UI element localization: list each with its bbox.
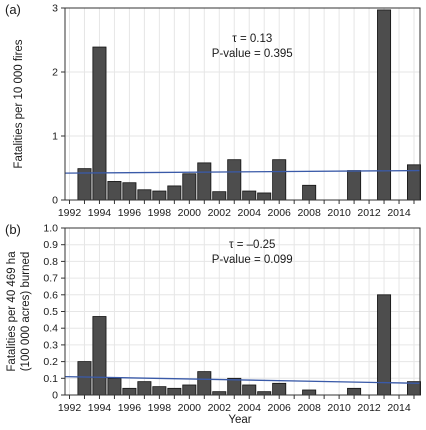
x-tick-label: 1992: [58, 207, 82, 219]
y-axis-label: Fatalities per 40 469 ha: [6, 251, 18, 372]
tau-annotation: τ = –0.25: [229, 239, 275, 251]
x-tick-label: 2002: [208, 402, 232, 414]
bar: [92, 316, 107, 396]
x-tick-label: 1992: [58, 402, 82, 414]
bar: [197, 371, 212, 396]
bar: [272, 382, 287, 396]
x-tick-label: 2000: [178, 207, 202, 219]
bar: [257, 391, 272, 396]
bar: [347, 170, 362, 201]
bar: [77, 361, 92, 396]
panel-label: (b): [5, 222, 21, 237]
x-tick-label: 2012: [357, 402, 381, 414]
x-tick-label: 2004: [238, 207, 262, 219]
y-tick-label: 0.6: [43, 289, 58, 301]
x-tick-label: 2008: [297, 207, 321, 219]
plot-frame: [64, 7, 421, 201]
y-tick-label: 0: [52, 390, 58, 402]
bar: [152, 190, 167, 201]
bar: [137, 381, 152, 396]
x-tick-label: 1998: [148, 402, 172, 414]
x-tick-label: 2008: [297, 402, 321, 414]
x-tick-label: 2004: [238, 402, 262, 414]
y-tick-label: 0.7: [43, 273, 58, 285]
x-tick-label: 1994: [88, 402, 112, 414]
x-tick-label: 2012: [357, 207, 381, 219]
x-tick-label: 2014: [387, 402, 411, 414]
bar: [377, 294, 392, 396]
x-tick-label: 2000: [178, 402, 202, 414]
y-axis-label: (100 000 acres) burned: [20, 252, 32, 372]
bar: [152, 386, 167, 396]
y-tick-label: 0.2: [43, 356, 58, 368]
bar: [92, 46, 107, 201]
bar: [212, 391, 227, 396]
panel-b: 0 0.1 0.2 0.3 0.4 0.5 0.6 0.7 0.8 0.9 1.0 1992 1994 1…: [5, 222, 421, 414]
bar: [182, 384, 197, 396]
p-value-annotation: P-value = 0.099: [212, 254, 293, 266]
y-tick-label: 0: [52, 195, 58, 207]
x-tick-label: 1998: [148, 207, 172, 219]
y-tick-label: 3: [52, 3, 58, 15]
bar: [122, 387, 137, 396]
x-tick-label: 2002: [208, 207, 232, 219]
bar: [347, 387, 362, 396]
bar: [212, 191, 227, 201]
bar: [107, 377, 122, 396]
y-tick-label: 0.4: [43, 323, 58, 335]
bar: [272, 159, 287, 201]
bar: [182, 173, 197, 201]
x-tick-label: 2014: [387, 207, 411, 219]
panel-label: (a): [5, 2, 21, 17]
y-tick-label: 0.3: [43, 339, 58, 351]
y-tick-label: 0.8: [43, 256, 58, 268]
x-tick-label: 1994: [88, 207, 112, 219]
tau-annotation: τ = 0.13: [232, 33, 272, 45]
y-axis-label: Fatalities per 10 000 fires: [13, 39, 25, 168]
bar: [227, 159, 242, 201]
y-tick-label: 0.1: [43, 373, 58, 385]
bar: [197, 162, 212, 201]
trend-line: [64, 375, 421, 384]
bar: [242, 190, 257, 201]
bar: [122, 182, 137, 201]
x-tick-label: 2006: [268, 402, 292, 414]
bar: [242, 384, 257, 396]
bar: [137, 189, 152, 201]
p-value-annotation: P-value = 0.395: [212, 48, 293, 60]
y-tick-label: 1.0: [43, 223, 58, 235]
y-tick-label: 0.9: [43, 239, 58, 251]
bar: [257, 192, 272, 201]
panel-a: 0 1 2 3 1992 1994 1996 1998 2000 2002 2004 2006 2008…: [5, 2, 421, 219]
bar: [167, 387, 182, 396]
y-tick-label: 0.5: [43, 306, 58, 318]
bar: [167, 185, 182, 201]
bar: [227, 377, 242, 396]
bar: [302, 184, 317, 201]
x-tick-label: 1996: [118, 402, 142, 414]
bar: [107, 181, 122, 201]
x-tick-label: 2006: [268, 207, 292, 219]
x-axis-title: Year: [228, 414, 251, 426]
y-tick-label: 2: [52, 67, 58, 79]
x-tick-label: 2010: [327, 207, 351, 219]
y-tick-label: 1: [52, 131, 58, 143]
trend-line: [64, 169, 421, 174]
bar: [302, 389, 317, 396]
x-tick-label: 1996: [118, 207, 142, 219]
x-tick-label: 2010: [327, 402, 351, 414]
